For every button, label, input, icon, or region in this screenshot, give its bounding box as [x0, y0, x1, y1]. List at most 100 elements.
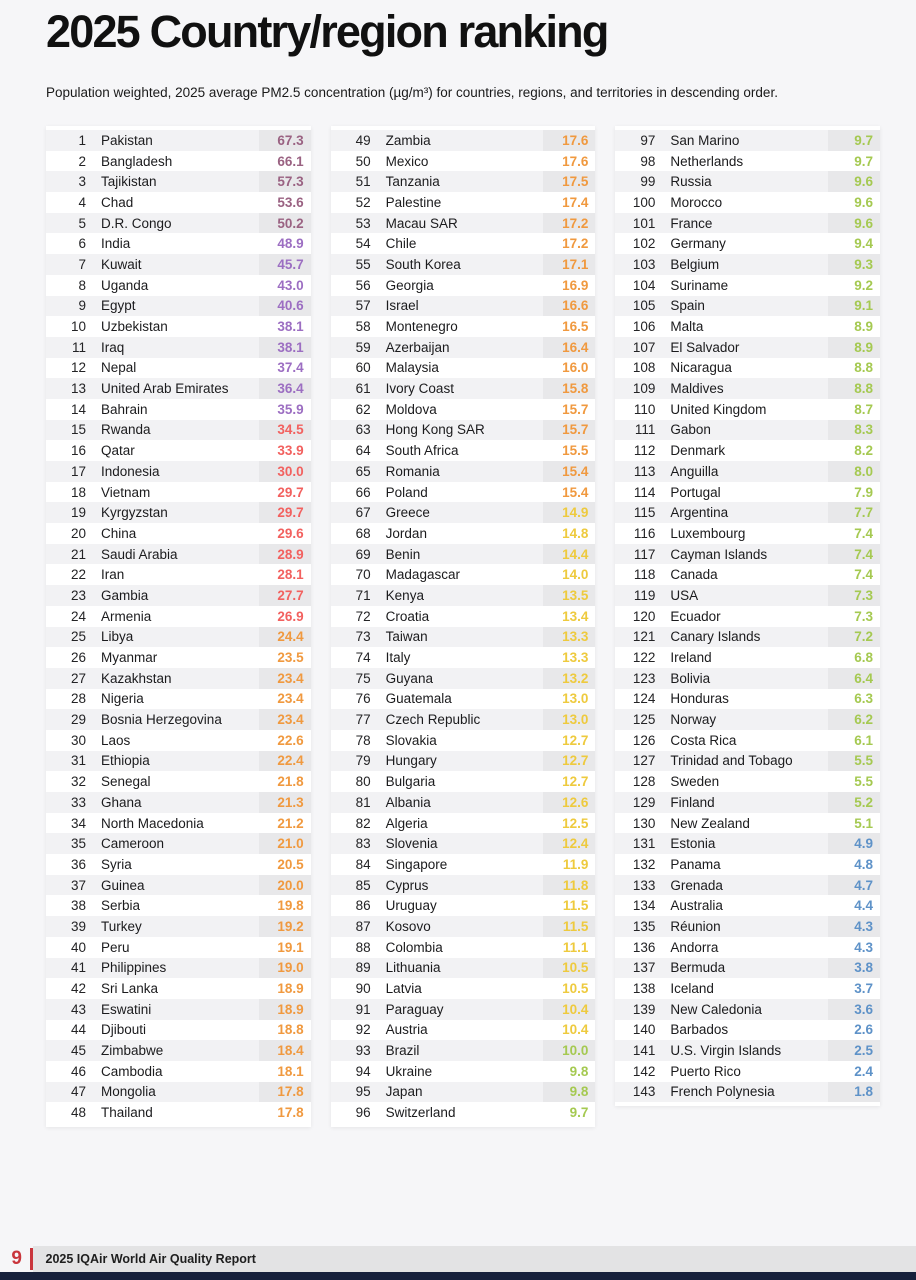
- ranking-row: 26 Myanmar 23.5: [46, 647, 311, 668]
- country-name: Lithuania: [385, 960, 441, 976]
- ranking-row: 119 USA 7.3: [615, 585, 881, 606]
- pm25-value: 16.4: [543, 336, 596, 358]
- pm25-value: 28.9: [258, 543, 311, 565]
- pm25-value: 21.3: [258, 792, 311, 813]
- country-name: Uganda: [101, 277, 149, 293]
- pm25-value: 17.4: [562, 194, 589, 210]
- pm25-value: 50.2: [258, 212, 311, 234]
- country-name: Qatar: [101, 443, 135, 459]
- pm25-value: 11.5: [543, 916, 596, 937]
- pm25-value: 66.1: [277, 153, 304, 169]
- country-name: Singapore: [385, 856, 448, 872]
- ranking-row: 111 Gabon 8.3: [615, 419, 881, 441]
- rank-number: 15: [70, 422, 86, 438]
- pm25-value: 23.4: [277, 691, 304, 707]
- country-name: Kuwait: [101, 256, 142, 272]
- rank-number: 24: [70, 608, 86, 624]
- rank-number: 5: [78, 215, 86, 231]
- country-name: Peru: [101, 939, 130, 955]
- pm25-value: 67.3: [258, 130, 311, 151]
- ranking-row: 20 China 29.6: [46, 523, 311, 544]
- country-name: Czech Republic: [385, 712, 481, 728]
- ranking-row: 67 Greece 14.9: [330, 502, 596, 524]
- ranking-row: 97 San Marino 9.7: [615, 130, 881, 151]
- ranking-row: 14 Bahrain 35.9: [46, 399, 311, 420]
- country-name: Japan: [385, 1084, 423, 1100]
- rank-number: 104: [632, 277, 656, 293]
- country-name: Bangladesh: [101, 153, 173, 169]
- ranking-row: 105 Spain 9.1: [615, 295, 881, 317]
- country-name: Barbados: [670, 1022, 729, 1038]
- pm25-value: 13.2: [543, 667, 596, 689]
- rank-number: 121: [632, 629, 656, 645]
- ranking-row: 138 Iceland 3.7: [615, 978, 880, 999]
- pm25-value: 4.3: [854, 939, 874, 955]
- pm25-value: 34.5: [258, 419, 311, 441]
- ranking-row: 131 Estonia 4.9: [615, 833, 881, 855]
- ranking-row: 117 Cayman Islands 7.4: [615, 543, 881, 565]
- ranking-row: 46 Cambodia 18.1: [46, 1061, 311, 1082]
- ranking-row: 91 Paraguay 10.4: [330, 998, 596, 1020]
- rank-number: 70: [355, 567, 371, 583]
- pm25-value: 17.5: [543, 171, 596, 193]
- country-name: Cayman Islands: [670, 546, 768, 562]
- rank-number: 132: [632, 856, 656, 872]
- pm25-value: 18.4: [258, 1040, 311, 1061]
- pm25-value: 17.8: [277, 1105, 304, 1121]
- ranking-row: 16 Qatar 33.9: [46, 440, 311, 461]
- rank-number: 105: [632, 298, 656, 314]
- rank-number: 77: [355, 712, 371, 728]
- country-name: Thailand: [101, 1105, 153, 1121]
- ranking-row: 83 Slovenia 12.4: [330, 833, 596, 855]
- country-name: Georgia: [385, 277, 434, 293]
- country-name: Grenada: [670, 877, 723, 893]
- pm25-value: 28.1: [277, 567, 304, 583]
- ranking-row: 54 Chile 17.2: [331, 233, 596, 254]
- ranking-row: 60 Malaysia 16.0: [331, 358, 596, 379]
- ranking-row: 75 Guyana 13.2: [330, 667, 596, 689]
- rank-number: 14: [70, 401, 86, 417]
- ranking-row: 77 Czech Republic 13.0: [330, 709, 596, 730]
- ranking-row: 78 Slovakia 12.7: [331, 730, 596, 751]
- pm25-value: 38.1: [277, 319, 304, 335]
- rank-number: 13: [70, 381, 86, 397]
- country-name: New Zealand: [670, 815, 750, 831]
- page-subtitle: Population weighted, 2025 average PM2.5 …: [46, 85, 778, 100]
- ranking-row: 132 Panama 4.8: [615, 854, 880, 875]
- rank-number: 125: [632, 712, 656, 728]
- country-name: Madagascar: [385, 567, 460, 583]
- pm25-value: 10.0: [543, 1040, 596, 1061]
- pm25-value: 8.9: [828, 336, 881, 358]
- ranking-column-2: 49 Zambia 17.6 50 Mexico 17.6 51 Tanzania 17.5 52…: [330, 126, 596, 1127]
- country-name: Norway: [670, 712, 717, 728]
- ranking-row: 39 Turkey 19.2: [46, 916, 311, 937]
- ranking-row: 74 Italy 13.3: [331, 647, 596, 668]
- rank-number: 131: [632, 836, 656, 852]
- pm25-value: 9.7: [854, 153, 874, 169]
- pm25-value: 7.9: [854, 484, 874, 500]
- country-name: Libya: [101, 629, 134, 645]
- ranking-row: 68 Jordan 14.8: [331, 523, 596, 544]
- pm25-value: 10.4: [543, 998, 596, 1020]
- country-name: Bermuda: [670, 960, 726, 976]
- rank-number: 134: [632, 898, 656, 914]
- country-name: USA: [670, 587, 699, 603]
- pm25-value: 14.8: [562, 525, 589, 541]
- rank-number: 2: [78, 153, 86, 169]
- ranking-row: 19 Kyrgyzstan 29.7: [46, 502, 311, 524]
- rank-number: 88: [355, 939, 371, 955]
- rank-number: 90: [355, 981, 371, 997]
- rank-number: 26: [70, 650, 86, 666]
- ranking-row: 8 Uganda 43.0: [46, 275, 311, 296]
- pm25-value: 18.9: [277, 981, 304, 997]
- rank-number: 71: [355, 587, 371, 603]
- country-name: Australia: [670, 898, 723, 914]
- rank-number: 138: [632, 981, 656, 997]
- rank-number: 38: [70, 898, 86, 914]
- pm25-value: 10.5: [562, 981, 589, 997]
- country-name: Zambia: [385, 132, 431, 148]
- pm25-value: 21.8: [277, 774, 304, 790]
- rank-number: 111: [634, 422, 656, 438]
- country-name: Ivory Coast: [385, 381, 454, 397]
- country-name: United Kingdom: [670, 401, 767, 417]
